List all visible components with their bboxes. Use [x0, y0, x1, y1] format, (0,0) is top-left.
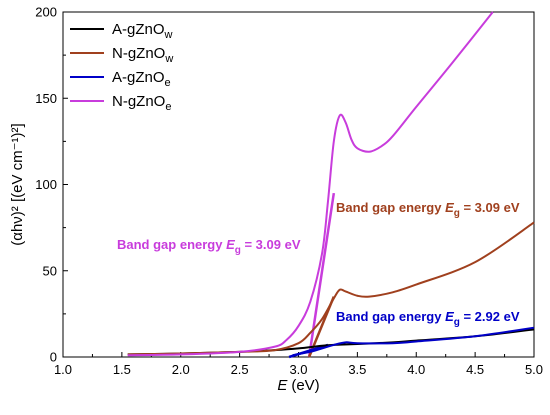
x-axis-label: E (eV) — [277, 377, 319, 394]
y-tick-label: 100 — [35, 177, 57, 192]
legend-entry: A-gZnOw — [112, 21, 173, 41]
plot-frame — [62, 11, 535, 358]
x-tick-label: 1.5 — [113, 362, 131, 377]
y-tick-label: 0 — [50, 350, 57, 365]
band-gap-annotation: Band gap energy Eg = 2.92 eV — [336, 309, 520, 328]
series-line-1 — [127, 221, 535, 356]
x-tick-label: 5.0 — [525, 362, 543, 377]
y-axis-label: (αhν)² [(eV cm⁻¹)²] — [9, 123, 26, 245]
y-tick-label: 200 — [35, 5, 57, 20]
series-line-0 — [127, 328, 535, 356]
legend-entry: A-gZnOe — [112, 69, 171, 89]
x-tick-label: 4.0 — [407, 362, 425, 377]
y-tick-label: 150 — [35, 91, 57, 106]
x-axis-label-symbol: E — [277, 377, 288, 394]
fit-line — [307, 192, 336, 358]
legend-entry: N-gZnOw — [112, 45, 173, 65]
band-gap-annotation: Band gap energy Eg = 3.09 eV — [336, 200, 520, 219]
series-lines — [127, 11, 535, 357]
x-tick-label: 3.0 — [289, 362, 307, 377]
legend-entry: N-gZnOe — [112, 93, 171, 113]
y-tick-label: 50 — [43, 263, 57, 278]
x-tick-label: 2.5 — [231, 362, 249, 377]
annotations: Band gap energy Eg = 3.09 eV Band gap ene… — [117, 200, 520, 328]
x-tick-label: 3.5 — [348, 362, 366, 377]
x-tick-label: 1.0 — [54, 362, 72, 377]
legend: A-gZnOw N-gZnOw A-gZnOe N-gZnOe — [70, 21, 173, 113]
band-gap-annotation: Band gap energy Eg = 3.09 eV — [117, 237, 301, 256]
series-line-3 — [127, 11, 494, 357]
x-axis: 1.0 1.5 2.0 2.5 3.0 3.5 4.0 4.5 5.0 — [54, 352, 543, 377]
series-line-2 — [292, 326, 535, 357]
y-axis: 0 50 100 150 200 — [35, 5, 68, 365]
x-tick-label: 4.5 — [466, 362, 484, 377]
x-tick-label: 2.0 — [172, 362, 190, 377]
x-axis-label-unit: (eV) — [291, 377, 319, 394]
